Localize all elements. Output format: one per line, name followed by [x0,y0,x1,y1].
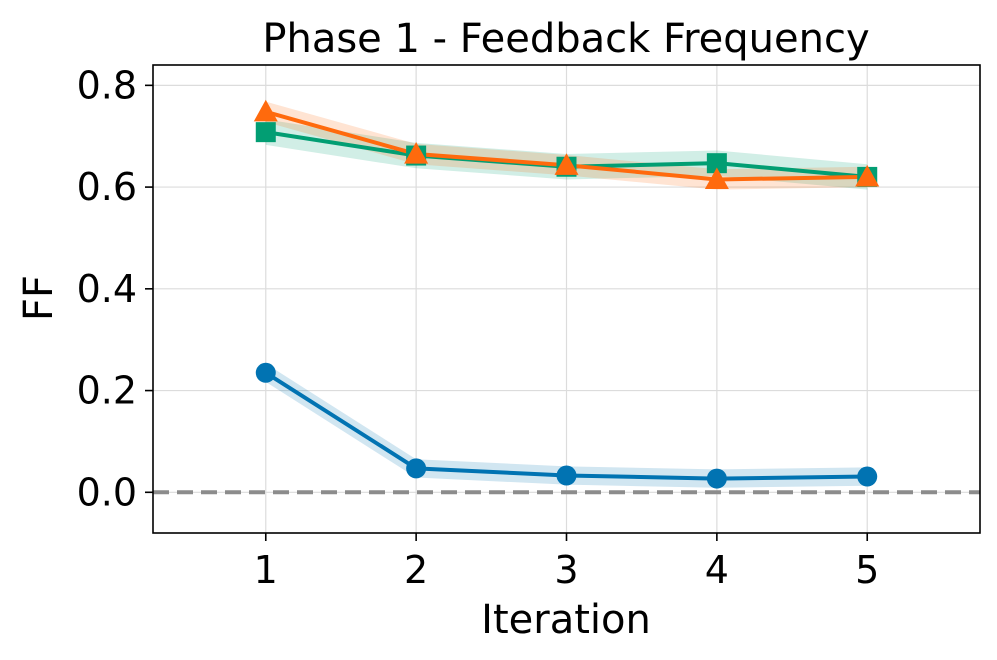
x-tick-label: 1 [254,548,278,592]
series-blue-point [706,468,727,489]
series-green-point [706,153,727,174]
series-orange-point [704,167,729,190]
series-orange-point [253,99,278,122]
series-blue-point [255,362,276,383]
chart-title: Phase 1 - Feedback Frequency [262,16,869,62]
y-tick-label: 0.4 [77,267,137,311]
y-tick-label: 0.2 [77,369,137,413]
y-tick-label: 0.8 [77,63,137,107]
y-tick-label: 0.6 [77,165,137,209]
series-blue-point [406,458,427,479]
series-blue-point [556,465,577,486]
series-orange-point [404,142,429,164]
x-axis-label: Iteration [481,597,651,643]
x-tick-label: 4 [705,548,729,592]
series-group [253,99,880,489]
series-blue-band [265,363,868,488]
x-tick-label: 5 [855,548,879,592]
x-tick-label: 2 [404,548,428,592]
series-orange-point [554,153,579,175]
series-green-point [255,122,276,143]
series-blue-point [857,466,878,487]
series-orange-point [855,164,880,187]
y-axis-label: FF [16,275,62,321]
y-tick-label: 0.0 [77,470,137,514]
x-tick-label: 3 [554,548,578,592]
plot-area: 1 2 3 4 5 0.0 0.2 0.4 0.6 0.8 [77,63,981,592]
